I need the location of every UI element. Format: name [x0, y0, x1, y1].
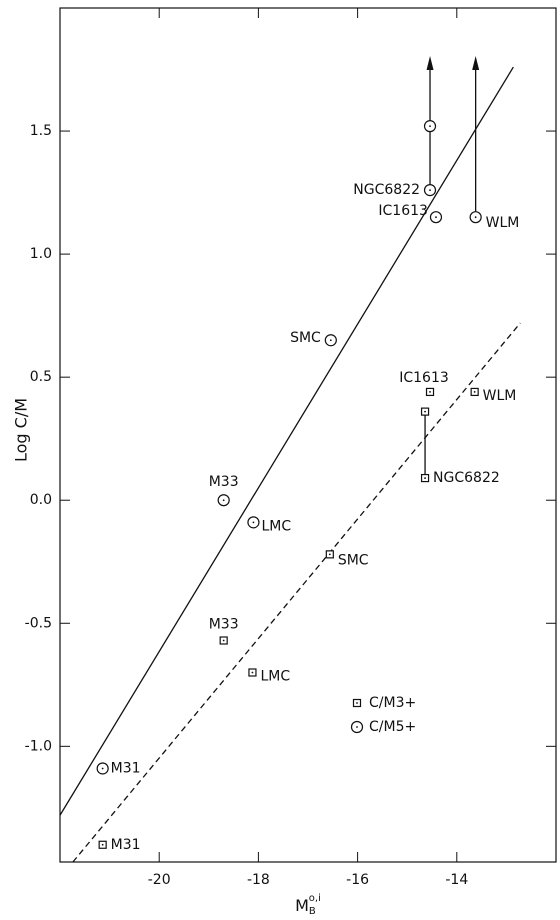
point-label: IC1613: [378, 203, 428, 219]
marker-dot: [424, 410, 426, 413]
point-label: WLM: [483, 388, 517, 404]
marker-dot: [429, 189, 431, 192]
point-label: M31: [111, 837, 141, 853]
point-label: M31: [111, 760, 141, 776]
marker-dot: [252, 521, 255, 524]
y-tick-label: 0.5: [30, 369, 52, 385]
point-label: IC1613: [399, 370, 449, 386]
point-label: NGC6822: [433, 470, 500, 486]
x-label-sup: o,i: [309, 893, 321, 904]
y-tick-label: 1.0: [30, 246, 52, 262]
marker-dot: [101, 767, 104, 770]
legend-dot: [356, 702, 358, 704]
marker-dot: [473, 391, 476, 393]
y-tick-label: 0.0: [30, 492, 52, 508]
legend-label: C/M5+: [369, 719, 416, 735]
point-label: SMC: [338, 552, 369, 568]
marker-dot: [424, 477, 426, 479]
fit-line: [72, 322, 521, 863]
legend-label: C/M3+: [369, 695, 416, 711]
arrow-head: [426, 56, 434, 70]
marker-dot: [251, 671, 254, 674]
marker-dot: [474, 216, 477, 219]
x-label-sub: B: [309, 906, 316, 917]
y-axis-label: Log C/M: [12, 398, 31, 462]
y-tick-label: 1.5: [30, 123, 52, 139]
marker-dot: [435, 216, 437, 219]
point-label: SMC: [290, 330, 321, 346]
arrow-head: [472, 56, 480, 70]
legend-dot: [356, 726, 358, 728]
point-label: NGC6822: [353, 182, 420, 198]
point-label: LMC: [260, 668, 290, 684]
marker-dot: [328, 553, 331, 556]
x-axis-label: MBo,i: [295, 893, 321, 917]
marker-dot: [222, 499, 225, 502]
point-label: WLM: [486, 215, 520, 231]
marker-dot: [429, 125, 431, 128]
marker-dot: [429, 391, 431, 393]
marker-dot: [329, 339, 332, 342]
marker-dot: [101, 843, 104, 846]
x-label-base: M: [295, 896, 309, 915]
point-label: LMC: [261, 518, 291, 534]
y-tick-label: -0.5: [25, 615, 52, 631]
point-label: M33: [209, 617, 239, 633]
y-tick-label: -1.0: [25, 738, 52, 754]
fit-line: [59, 66, 514, 816]
x-tick-label: -18: [247, 872, 270, 888]
point-label: M33: [209, 474, 239, 490]
x-tick-label: -16: [346, 872, 369, 888]
marker-dot: [222, 639, 225, 642]
x-tick-label: -20: [148, 872, 171, 888]
plot-frame: [59, 7, 557, 863]
x-tick-label: -14: [445, 872, 468, 888]
